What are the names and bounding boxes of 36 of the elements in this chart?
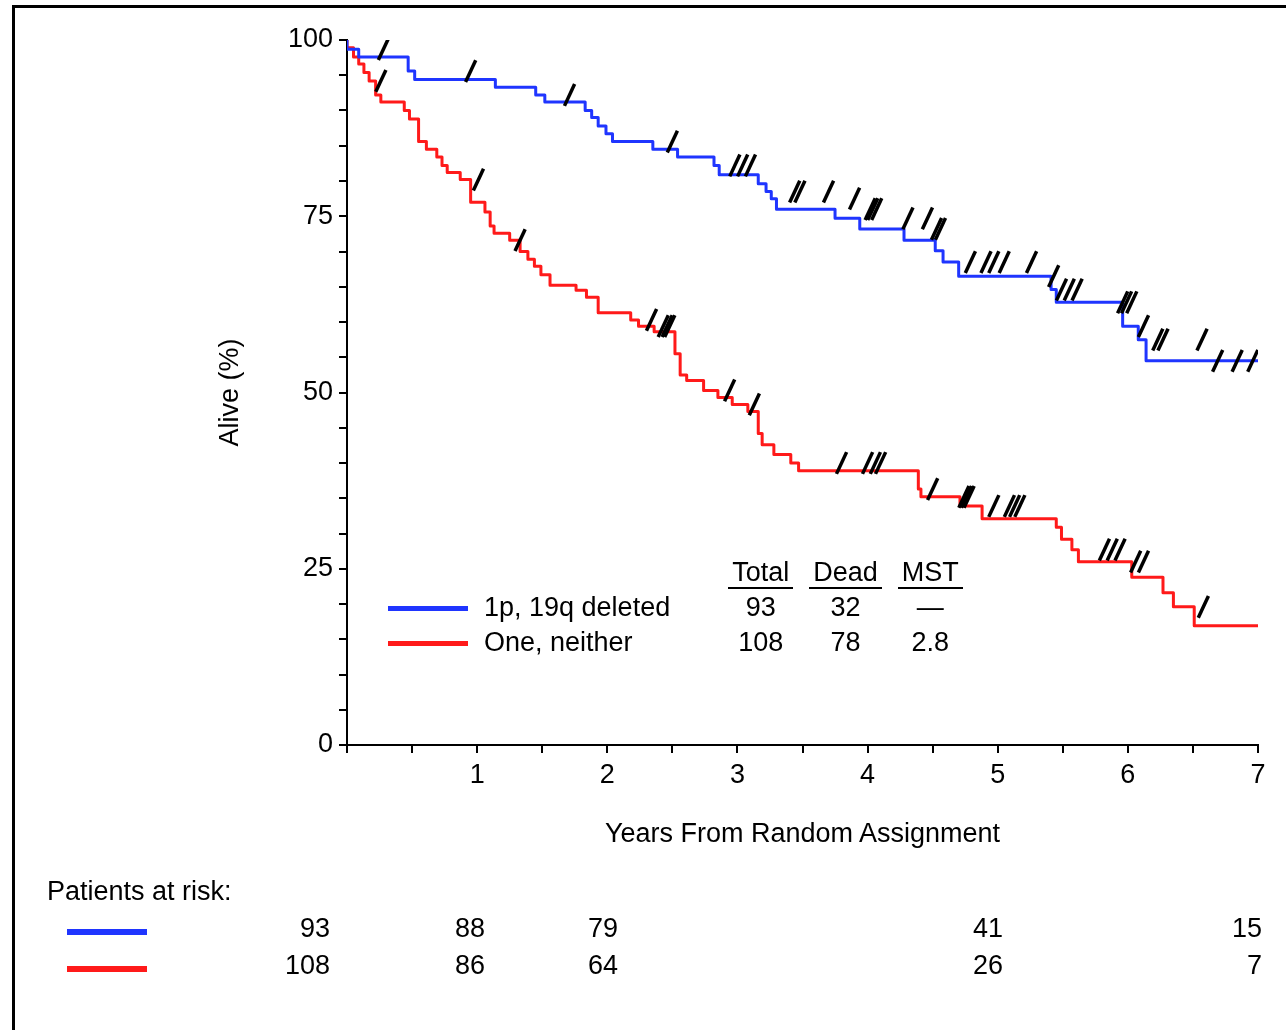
annotation: 93 <box>744 591 777 624</box>
annotation: Dead <box>809 557 882 589</box>
y-tick-label: 0 <box>317 728 333 759</box>
text: 41 <box>972 913 1003 944</box>
legend-label: One, neither <box>484 627 633 657</box>
y-axis-title: Alive (%) <box>213 338 244 447</box>
x-tick-label: 1 <box>469 758 485 789</box>
annotation: Total <box>728 557 794 589</box>
annotation: — <box>915 591 945 624</box>
annotation: 108 <box>737 626 785 659</box>
x-tick-label: 4 <box>860 758 876 789</box>
legend-label: 1p, 19q deleted <box>484 592 671 622</box>
text: 108 <box>284 950 330 981</box>
y-tick-label: 25 <box>302 552 333 583</box>
text: 15 <box>1231 913 1262 944</box>
annotation: MST <box>897 557 963 589</box>
x-tick-label: 2 <box>599 758 615 789</box>
text: 79 <box>587 913 618 944</box>
annotation: 2.8 <box>910 626 951 659</box>
text: Patients at risk: <box>47 876 232 907</box>
annotation: 32 <box>829 591 862 624</box>
y-tick-label: 75 <box>302 199 333 230</box>
text: 93 <box>299 913 330 944</box>
x-tick-label: 3 <box>729 758 745 789</box>
y-tick-label: 50 <box>302 375 333 406</box>
x-tick-label: 7 <box>1250 758 1266 789</box>
text: 86 <box>454 950 485 981</box>
text: 64 <box>587 950 618 981</box>
x-tick-label: 6 <box>1120 758 1136 789</box>
text: 26 <box>972 950 1003 981</box>
text: 88 <box>454 913 485 944</box>
x-tick-label: 5 <box>990 758 1006 789</box>
x-axis-title: Years From Random Assignment <box>604 818 1001 849</box>
annotation: 78 <box>829 626 862 659</box>
text: 7 <box>1246 950 1262 981</box>
y-tick-label: 100 <box>287 23 333 54</box>
